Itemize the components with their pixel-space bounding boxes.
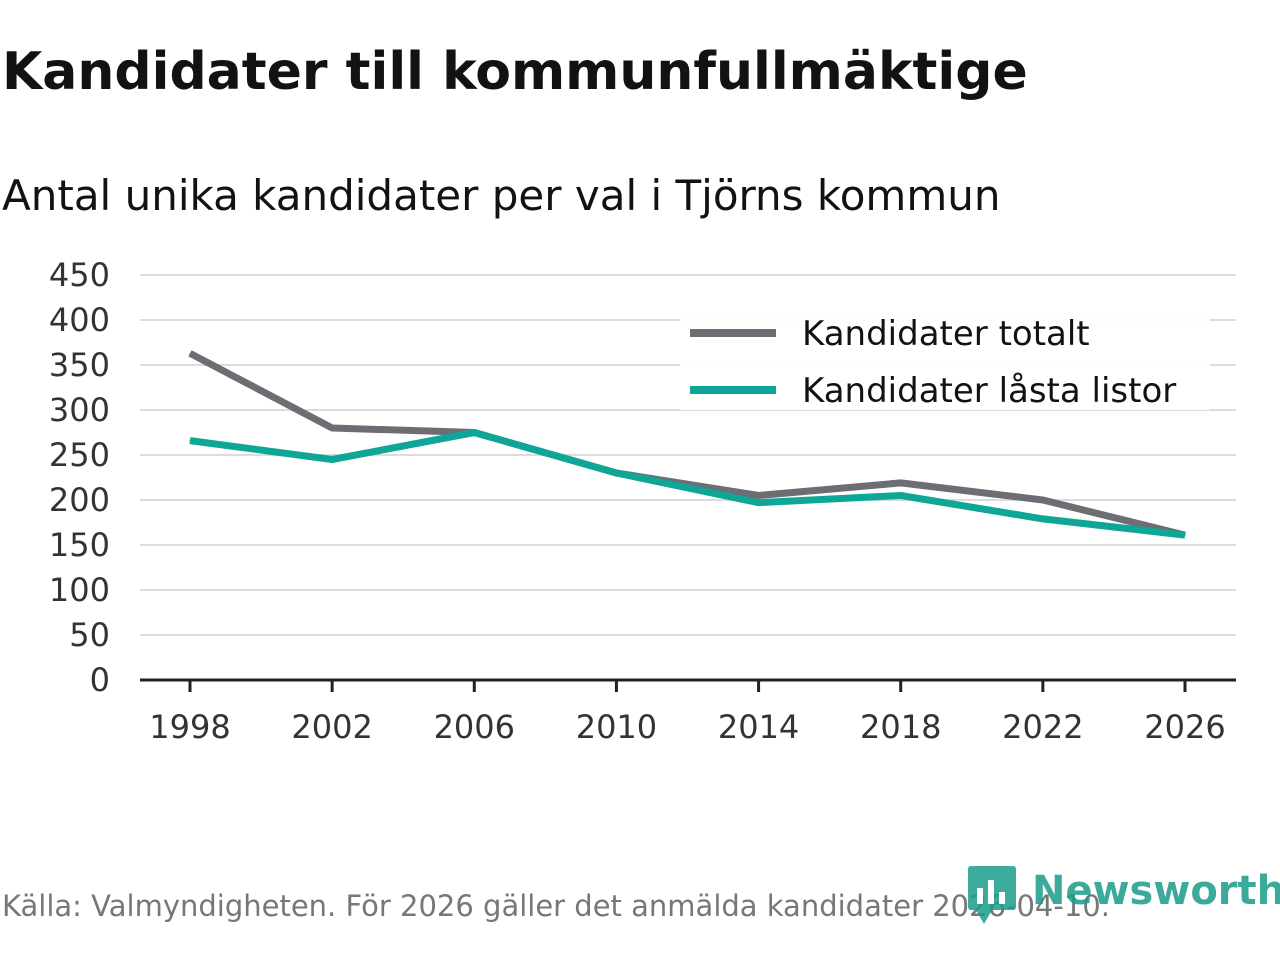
y-axis-labels: 0 50 100 150 200 250 300 350 400 450	[49, 256, 110, 699]
legend-label: Kandidater låsta listor	[802, 371, 1176, 411]
logo-wordmark: Newsworthy	[1032, 868, 1280, 914]
data-point	[758, 502, 760, 504]
y-tick-label: 350	[49, 346, 110, 384]
y-tick-label: 300	[49, 391, 110, 429]
x-tick-label: 1998	[149, 708, 230, 746]
legend-label: Kandidater totalt	[802, 314, 1090, 354]
data-point	[1042, 499, 1044, 501]
chart-title: Kandidater till kommunfullmäktige	[2, 42, 1028, 102]
x-tick-label: 2022	[1002, 708, 1083, 746]
y-tick-label: 400	[49, 301, 110, 339]
newsworthy-logo: Newsworthy	[966, 862, 1280, 924]
data-point	[615, 472, 617, 474]
y-tick-label: 100	[49, 571, 110, 609]
series-line-kandidater-lasta-listor	[189, 429, 1186, 539]
data-point	[473, 432, 475, 433]
series-line-kandidater-totalt	[188, 350, 1186, 539]
data-point	[900, 482, 902, 484]
x-tick-label: 2018	[860, 708, 941, 746]
x-tick-label: 2014	[718, 708, 799, 746]
data-point	[900, 495, 902, 496]
x-axis	[140, 678, 1236, 692]
data-point	[758, 495, 760, 496]
line-chart: 0 50 100 150 200 250 300 350 400 450 1998 2002 2006…	[49, 256, 1236, 746]
x-tick-label: 2002	[291, 708, 372, 746]
y-tick-label: 0	[90, 661, 110, 699]
data-point	[1184, 534, 1186, 536]
y-tick-label: 450	[49, 256, 110, 294]
x-tick-label: 2026	[1144, 708, 1225, 746]
y-tick-label: 150	[49, 526, 110, 564]
y-tick-label: 250	[49, 436, 110, 474]
chart-subtitle: Antal unika kandidater per val i Tjörns …	[2, 171, 1001, 220]
x-axis-labels: 1998 2002 2006 2010 2014 2018 2022 2026	[149, 708, 1225, 746]
legend: Kandidater totalt Kandidater låsta listor	[680, 314, 1210, 411]
y-tick-label: 200	[49, 481, 110, 519]
data-point	[331, 459, 333, 460]
data-point	[331, 427, 333, 429]
y-tick-label: 50	[69, 616, 110, 654]
source-note: Källa: Valmyndigheten. För 2026 gäller d…	[2, 889, 1110, 923]
series-lines	[188, 350, 1186, 539]
data-point	[1042, 518, 1044, 520]
x-tick-label: 2006	[434, 708, 515, 746]
x-tick-label: 2010	[576, 708, 657, 746]
bar-chart-icon	[968, 866, 1016, 924]
data-point	[189, 352, 191, 354]
data-point	[189, 440, 191, 442]
